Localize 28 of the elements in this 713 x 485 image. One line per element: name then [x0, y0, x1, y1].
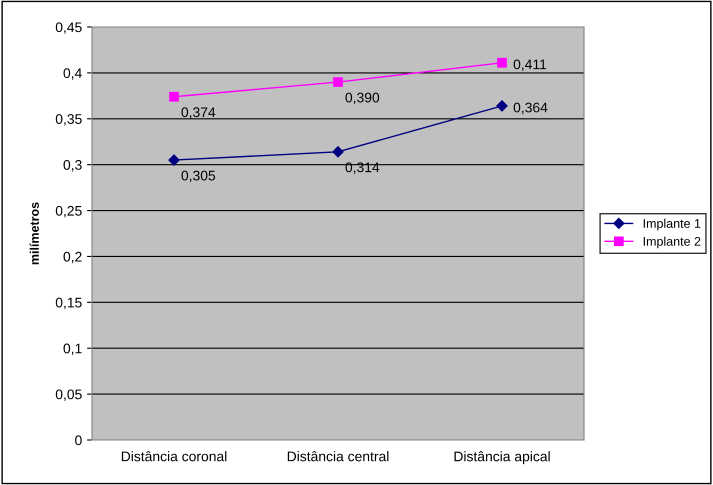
point [332, 146, 344, 158]
y-tick-label: 0,1 [64, 344, 82, 356]
y-tick-label: 0,3 [64, 160, 82, 172]
data-label: 0,364 [514, 102, 548, 114]
x-tick-label: Distância coronal [122, 451, 226, 462]
y-tick-label: 0 [75, 435, 82, 446]
y-tick-label: 0,25 [56, 206, 82, 218]
legend-label: Implante 1 [644, 218, 700, 230]
y-tick-label: 0,05 [56, 389, 82, 401]
point [168, 154, 180, 166]
y-tick-label: 0,15 [56, 298, 82, 310]
data-label: 0,314 [345, 162, 380, 174]
point [497, 58, 507, 68]
point [333, 77, 343, 87]
y-tick-label: 0,35 [56, 114, 82, 126]
y-tick-label: 0,4 [64, 68, 82, 80]
y-axis-title: milímetros [30, 202, 39, 264]
legend-label: Implante 2 [644, 236, 700, 248]
x-tick-label: Distância central [288, 451, 388, 462]
data-label: 0,390 [345, 92, 380, 104]
x-tick-label: Distância apical [454, 451, 550, 464]
data-label: 0,374 [181, 107, 216, 119]
y-tick-label: 0,45 [56, 22, 82, 34]
point [169, 92, 179, 102]
data-label: 0,411 [514, 59, 546, 71]
point [496, 100, 508, 112]
y-tick-label: 0,2 [64, 252, 82, 264]
data-label: 0,305 [181, 170, 216, 182]
